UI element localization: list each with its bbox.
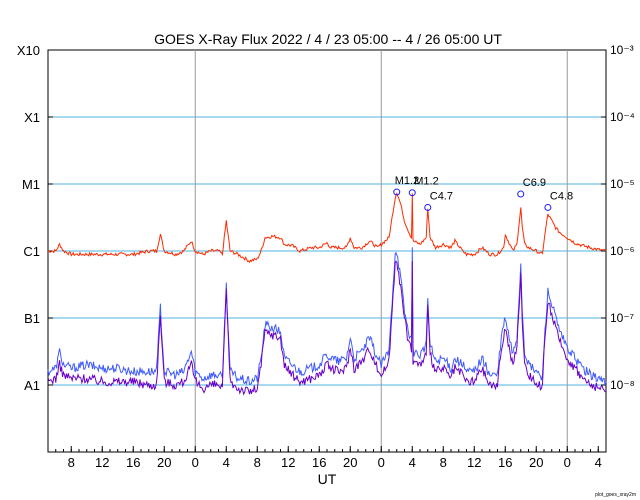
x-tick-label: 4 (223, 455, 230, 470)
footer-label: plot_goes_xray2m (595, 492, 636, 498)
x-tick-label: 20 (157, 455, 171, 470)
x-axis-label: UT (318, 471, 337, 487)
flare-marker (517, 190, 525, 198)
right-axis-flux-values: 10⁻³ 10⁻⁴ 10⁻⁵ 10⁻⁶ 10⁻⁷ 10⁻⁸ (601, 43, 635, 392)
x-tick-label: 20 (529, 455, 543, 470)
right-tick-label: 10⁻⁶ (610, 244, 635, 258)
x-tick-label: 12 (95, 455, 109, 470)
x-axis-ticks: 8 12 16 20 0 4 8 12 16 20 0 4 8 12 16 20 0 4 (47, 446, 607, 470)
chart-title: GOES X-Ray Flux 2022 / 4 / 23 05:00 -- 4… (154, 31, 502, 47)
left-tick-label: A1 (24, 378, 40, 393)
x-tick-label: 8 (68, 455, 75, 470)
flare-marker (408, 189, 416, 197)
left-tick-label: M1 (22, 177, 40, 192)
flux-series (47, 192, 607, 396)
flare-label: M1.2 (395, 175, 419, 187)
flare-label: M1.2 (414, 176, 438, 188)
x-tick-label: 0 (564, 455, 571, 470)
x-tick-label: 12 (467, 455, 481, 470)
flare-label: C6.9 (523, 177, 546, 189)
left-axis-flare-classes: X10 X1 M1 C1 B1 A1 (17, 43, 53, 393)
flare-marker (424, 203, 432, 211)
right-tick-label: 10⁻³ (610, 43, 634, 57)
left-tick-label: C1 (23, 244, 40, 259)
x-tick-label: 8 (254, 455, 261, 470)
right-tick-label: 10⁻⁷ (610, 311, 634, 325)
gridlines (48, 116, 606, 386)
series-line-0 (47, 192, 607, 263)
right-tick-label: 10⁻⁵ (610, 177, 635, 191)
left-tick-label: B1 (24, 311, 40, 326)
x-tick-label: 8 (440, 455, 447, 470)
x-tick-label: 16 (312, 455, 326, 470)
flare-marker (393, 188, 401, 196)
flare-label: C4.7 (430, 190, 453, 202)
flare-label: C4.8 (550, 190, 573, 202)
series-line-2 (47, 260, 607, 396)
x-tick-label: 4 (409, 455, 416, 470)
flare-annotations: M1.2M1.2 C4.7 C6.9 C4.8 (393, 175, 573, 211)
series-line-1 (47, 247, 607, 386)
x-tick-label: 12 (281, 455, 295, 470)
x-tick-label: 16 (498, 455, 512, 470)
flare-marker (544, 203, 552, 211)
x-tick-label: 0 (192, 455, 199, 470)
x-tick-label: 0 (378, 455, 385, 470)
left-tick-label: X1 (24, 110, 40, 125)
x-tick-label: 20 (343, 455, 357, 470)
left-tick-label: X10 (17, 43, 40, 58)
right-tick-label: 10⁻⁸ (610, 378, 635, 392)
x-tick-label: 4 (595, 455, 602, 470)
x-tick-label: 16 (126, 455, 140, 470)
right-tick-label: 10⁻⁴ (610, 110, 635, 124)
